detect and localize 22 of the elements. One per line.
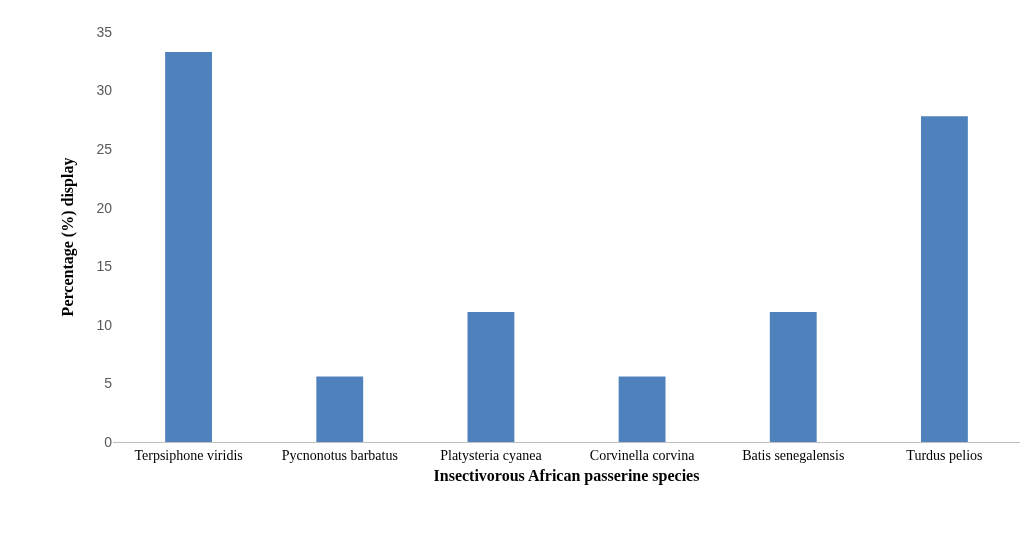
x-axis-title: Insectivorous African passerine species (433, 467, 700, 486)
y-tick-label: 0 (104, 433, 113, 450)
bar (467, 311, 515, 442)
y-tick-label: 25 (96, 141, 113, 158)
y-tick-label: 5 (104, 375, 113, 392)
bar (316, 376, 364, 442)
bar (618, 376, 666, 442)
bar (165, 51, 213, 442)
x-tick-label: Turdus pelios (906, 447, 983, 463)
x-tick-label: Platysteria cyanea (440, 447, 543, 463)
x-tick-label: Corvinella corvina (589, 447, 696, 463)
y-axis-title: Percentage (%) display (59, 157, 78, 317)
x-tick-label: Pycnonotus barbatus (281, 447, 398, 463)
x-tick-label: Terpsiphone viridis (134, 447, 243, 463)
y-tick-label: 35 (96, 23, 113, 40)
y-tick-label: 30 (96, 82, 113, 99)
y-tick-label: 20 (96, 199, 113, 216)
y-tick-label: 10 (96, 316, 113, 333)
x-tick-label: Batis senegalensis (742, 447, 845, 463)
bar (920, 116, 968, 442)
bar (769, 311, 817, 442)
y-tick-label: 15 (96, 258, 113, 275)
